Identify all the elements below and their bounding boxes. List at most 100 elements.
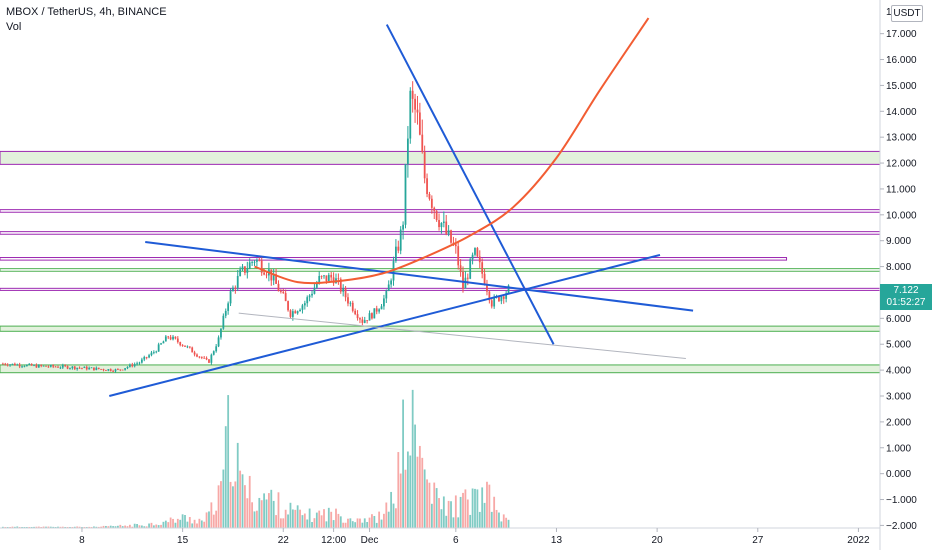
volume-bar [196, 523, 198, 528]
volume-bar [150, 522, 153, 528]
time-tick-label: 2022 [847, 535, 870, 546]
candle-body [354, 310, 357, 315]
volume-bar [339, 516, 342, 528]
drawings [109, 17, 694, 397]
candle-body [318, 275, 321, 284]
candle-body [49, 365, 52, 367]
candle-body [40, 364, 43, 366]
volume-bar [462, 492, 464, 528]
candle-body [474, 248, 476, 255]
volume-bar [169, 517, 172, 528]
candle-body [303, 303, 306, 306]
price-tick-label: 1 [886, 7, 892, 18]
volume-bar [359, 518, 361, 528]
volume-bar [258, 497, 261, 528]
time-tick-label: 22 [278, 535, 290, 546]
volume-bar [344, 522, 347, 528]
volume-bar [337, 513, 340, 528]
candle-body [28, 363, 31, 365]
candle-body [378, 309, 381, 312]
candle-body [140, 359, 143, 363]
candle-body [114, 369, 117, 372]
candle-body [284, 293, 287, 302]
volume-bar [303, 513, 306, 528]
volume-bar [505, 517, 508, 528]
volume-bar [208, 511, 210, 528]
candle-body [100, 368, 103, 370]
candle-body [88, 367, 91, 370]
volume-bar [282, 518, 285, 528]
candle-body [275, 274, 277, 284]
candle-body [435, 210, 438, 221]
time-axis[interactable]: 8 15 22 12:00 Dec 6 13 20 27 2022 [79, 528, 870, 546]
volume-bar [438, 498, 440, 528]
volume-bar [267, 493, 270, 528]
currency-unit-button[interactable]: USDT [891, 5, 923, 22]
candle-body [246, 268, 249, 273]
volume-bar [33, 526, 35, 528]
candle-body [117, 369, 119, 371]
volume-bar [93, 526, 95, 528]
volume-bar [222, 469, 225, 528]
volume-label[interactable]: Vol [6, 21, 22, 33]
volume-bar [126, 526, 129, 528]
candle-body [9, 364, 11, 366]
candle-body [272, 274, 275, 281]
candle-body [184, 345, 186, 347]
candle-body [416, 109, 419, 113]
volume-bar [490, 511, 493, 528]
candle-body [430, 198, 433, 208]
symbol-title[interactable]: MBOX / TetherUS, 4h, BINANCE [6, 6, 167, 18]
volume-bar [375, 522, 378, 528]
volume-bar [42, 526, 45, 528]
volume-bar [45, 526, 47, 528]
candle-body [248, 262, 251, 269]
volume-bar [308, 508, 311, 528]
candle-body [423, 152, 426, 179]
candle-body [368, 313, 371, 321]
volume-bar [464, 489, 467, 528]
candle-body [179, 342, 182, 346]
volume-bar [488, 484, 491, 528]
volume-bar [37, 526, 40, 528]
volume-bar [133, 523, 136, 528]
volume-bar [145, 526, 148, 528]
candle-body [73, 366, 76, 370]
candle-body [476, 248, 479, 257]
volume-bar [160, 524, 162, 528]
candle-body [488, 291, 491, 301]
chart-background [0, 0, 880, 550]
candle-body [299, 309, 301, 312]
candle-body [224, 310, 227, 316]
candle-body [311, 293, 313, 296]
candle-body [241, 266, 244, 270]
volume-bar [124, 525, 126, 528]
candle-body [459, 265, 462, 272]
volume-bar [179, 519, 182, 528]
volume-bar [234, 481, 237, 528]
candle-body [493, 297, 496, 307]
candle-body [157, 344, 160, 352]
volume-bar [320, 515, 323, 528]
candle-body [363, 320, 366, 323]
volume-bar [478, 511, 481, 528]
time-tick-label: 12:00 [321, 535, 346, 546]
volume-bar [318, 510, 321, 528]
volume-bar [291, 509, 294, 528]
price-tick-label: 16.000 [886, 55, 917, 66]
price-tick-label: 8.000 [886, 262, 911, 273]
candle-body [383, 298, 385, 307]
candle-body [327, 274, 330, 282]
candle-body [282, 291, 285, 294]
candle-body [217, 337, 220, 347]
zone-purple [0, 231, 881, 235]
volume-bar [279, 518, 282, 528]
volume-bar [117, 525, 119, 528]
price-axis[interactable]: 17.00016.00015.00014.00013.00012.00011.0… [880, 7, 917, 532]
candle-body [409, 90, 412, 139]
time-tick-label: 27 [752, 535, 764, 546]
time-tick-label: 6 [453, 535, 459, 546]
volume-bar [277, 492, 280, 528]
volume-bar [311, 522, 313, 528]
